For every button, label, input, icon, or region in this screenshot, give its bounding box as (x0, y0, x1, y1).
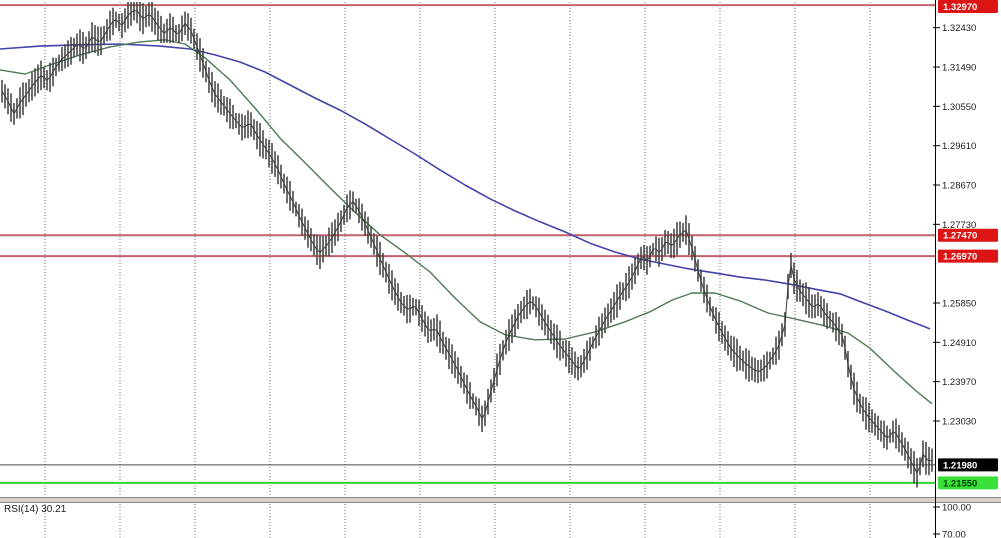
ma-slow-line (0, 43, 931, 330)
price-axis[interactable]: 1.32430 1.31490 1.30550 1.29610 1.28670 1.277… (933, 0, 998, 538)
svg-text:1.21980: 1.21980 (943, 460, 977, 471)
price-level-label-resistance-top[interactable]: 1.32970 (938, 0, 998, 13)
price-tick-label: 1.31490 (942, 63, 976, 74)
svg-text:1.21550: 1.21550 (943, 478, 977, 489)
price-tick-label: 1.30550 (942, 102, 976, 113)
rsi-tick-label: 70.00 (942, 530, 966, 538)
rsi-tick-label: 100.00 (942, 503, 971, 514)
svg-text:1.32970: 1.32970 (943, 2, 977, 13)
price-level-label-support-target[interactable]: 1.21550 (938, 476, 998, 490)
pane-separator[interactable] (0, 497, 1001, 503)
price-tick-label: 1.23030 (942, 416, 976, 427)
price-tick-label: 1.25850 (942, 299, 976, 310)
price-tick-label: 1.23970 (942, 377, 976, 388)
rsi-axis: 100.00 70.00 (933, 503, 971, 538)
price-level-label-current-price[interactable]: 1.21980 (938, 458, 998, 472)
price-series-bars (1, 2, 933, 488)
price-tick-label: 1.28670 (942, 181, 976, 192)
svg-text:1.27470: 1.27470 (943, 231, 977, 242)
price-tick-label: 1.27730 (942, 220, 976, 231)
price-level-label-resistance-lower[interactable]: 1.26970 (938, 249, 998, 263)
ma-fast-line (0, 39, 933, 405)
svg-text:1.26970: 1.26970 (943, 252, 977, 263)
rsi-indicator-label: RSI(14) 30.21 (4, 504, 67, 515)
price-tick-label: 1.32430 (942, 23, 976, 34)
price-tick-label: 1.24910 (942, 338, 976, 349)
price-level-label-resistance-upper[interactable]: 1.27470 (938, 228, 998, 242)
level-lines (0, 4, 935, 484)
price-tick-label: 1.29610 (942, 141, 976, 152)
grid-lines (44, 2, 871, 538)
